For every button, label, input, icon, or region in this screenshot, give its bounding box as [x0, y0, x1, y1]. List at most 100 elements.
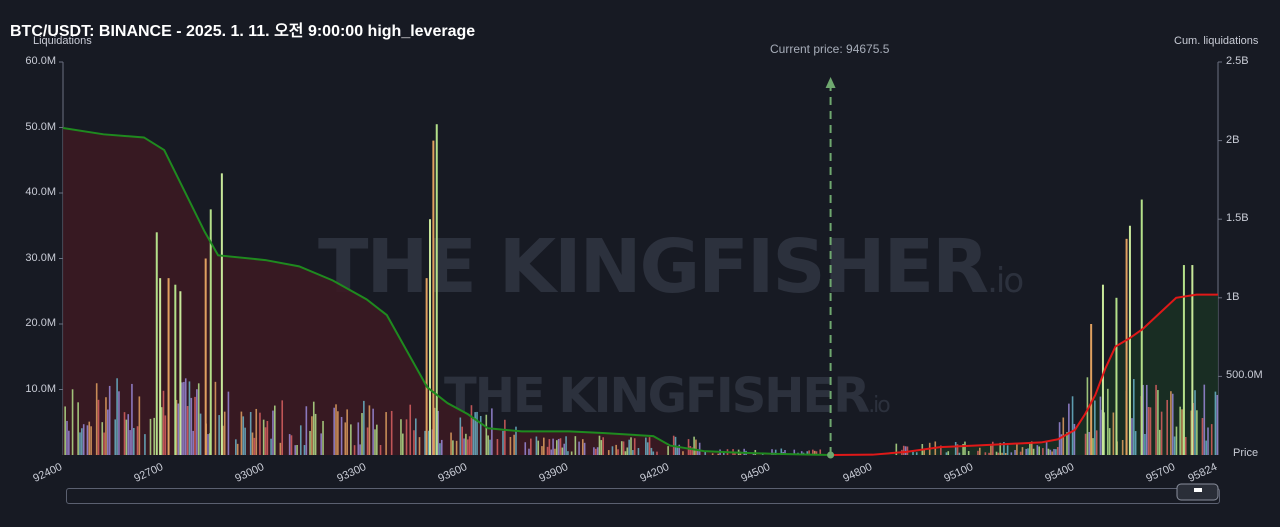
liquidation-bar: [530, 438, 532, 455]
liquidation-bar: [1134, 431, 1137, 455]
liquidation-bar: [64, 406, 66, 455]
liquidation-bar: [333, 407, 335, 455]
cum-line-short: [830, 293, 1218, 456]
liquidation-bar: [186, 406, 189, 455]
liquidation-bar: [118, 391, 120, 455]
liquidation-bar: [455, 440, 458, 455]
liquidation-bar: [648, 437, 651, 455]
liquidation-bar: [77, 402, 79, 455]
liquidation-bar: [1155, 384, 1157, 455]
liquidation-bar: [311, 416, 313, 455]
liquidation-bar: [400, 419, 402, 455]
liquidation-bar: [305, 406, 308, 455]
y-tick-label: 40.0M: [25, 186, 56, 198]
liquidation-bar: [66, 420, 68, 455]
liquidation-bar: [1010, 452, 1013, 455]
liquidation-bar: [357, 422, 360, 455]
liquidation-bar: [251, 432, 254, 455]
liquidation-bar: [1025, 448, 1027, 455]
liquidation-bar: [164, 415, 167, 455]
liquidation-bar: [214, 381, 217, 455]
liquidation-bar: [290, 435, 293, 455]
y2-tick-label: 500.0M: [1226, 369, 1263, 382]
liquidation-bar: [687, 439, 690, 455]
liquidation-bar: [1203, 384, 1206, 455]
liquidation-bar-major: [174, 284, 177, 455]
liquidation-bar: [344, 422, 347, 455]
liquidation-bar: [249, 411, 252, 455]
liquidation-bar: [645, 437, 647, 455]
liquidation-bar: [101, 422, 104, 455]
liquidation-bar-major: [1128, 225, 1131, 455]
liquidation-bar: [162, 390, 165, 455]
liquidation-bar: [390, 410, 393, 455]
liquidation-bar: [1207, 427, 1209, 455]
liquidation-bar: [81, 428, 83, 455]
liquidation-bar: [71, 389, 74, 455]
liquidation-bar-major: [435, 124, 438, 455]
liquidation-bar: [296, 445, 298, 455]
liquidation-bar: [279, 442, 282, 455]
liquidation-bar: [528, 448, 530, 455]
watermark-brand-small: THE KINGFISHER.io: [444, 368, 891, 424]
liquidation-bar: [563, 443, 566, 455]
liquidation-bar: [734, 452, 736, 455]
liquidation-bar: [1173, 436, 1176, 455]
liquidation-bar-major: [1090, 324, 1093, 455]
liquidation-bar: [1019, 451, 1022, 455]
liquidation-bar: [1099, 396, 1102, 455]
liquidation-bar: [474, 412, 476, 455]
liquidation-bar: [602, 437, 604, 455]
liquidation-bar: [439, 443, 441, 455]
liquidation-bar: [559, 438, 562, 455]
current-price-arrow: [825, 77, 836, 88]
liquidation-bar: [1004, 453, 1007, 455]
liquidation-bar: [82, 424, 85, 455]
liquidation-bar: [637, 448, 640, 455]
liquidation-bar: [1047, 448, 1050, 455]
liquidation-bar: [337, 411, 339, 455]
scroll-handle[interactable]: [1176, 480, 1219, 504]
liquidation-bar-major: [220, 173, 223, 455]
liquidation-bar: [116, 378, 118, 455]
liquidation-bar: [340, 416, 343, 455]
liquidation-bar: [565, 436, 567, 455]
liquidation-bar: [682, 451, 684, 455]
liquidation-bar: [1073, 423, 1076, 455]
liquidation-bar: [780, 448, 783, 455]
liquidation-bar: [181, 382, 183, 455]
liquidation-bar: [183, 381, 185, 455]
liquidation-bar: [472, 418, 475, 455]
liquidation-bar: [1029, 443, 1031, 455]
liquidation-bar: [153, 417, 156, 455]
liquidation-bar: [1131, 418, 1133, 455]
liquidation-bar: [450, 432, 452, 455]
liquidation-bar: [470, 405, 473, 455]
liquidation-bar: [1053, 448, 1055, 455]
liquidation-bar-major: [1140, 199, 1143, 455]
liquidation-bar: [1201, 418, 1204, 455]
liquidation-bar: [617, 449, 619, 455]
range-scrollbar[interactable]: [66, 488, 1220, 504]
liquidation-bar: [535, 436, 538, 455]
liquidation-bar: [676, 447, 679, 455]
liquidation-bar: [97, 399, 100, 455]
liquidation-bar: [242, 416, 245, 455]
liquidation-bar: [299, 425, 302, 455]
liquidation-bar-major: [1115, 297, 1118, 455]
liquidation-bar: [463, 438, 465, 455]
liquidation-bar: [819, 449, 822, 455]
liquidation-bar: [800, 451, 803, 455]
liquidation-bar: [1068, 403, 1070, 455]
liquidation-bar: [366, 427, 369, 455]
liquidation-bar: [1112, 412, 1115, 455]
liquidation-bar: [620, 441, 623, 455]
liquidation-bar: [570, 451, 573, 455]
left-axis-title: Liquidations: [33, 35, 92, 47]
liquidation-bar-major: [1182, 265, 1185, 455]
liquidation-bar: [487, 435, 489, 455]
liquidation-bar: [954, 442, 957, 455]
liquidation-bar: [1214, 391, 1217, 455]
liquidation-bar: [266, 420, 269, 455]
right-axis-title: Cum. liquidations: [1174, 35, 1259, 47]
